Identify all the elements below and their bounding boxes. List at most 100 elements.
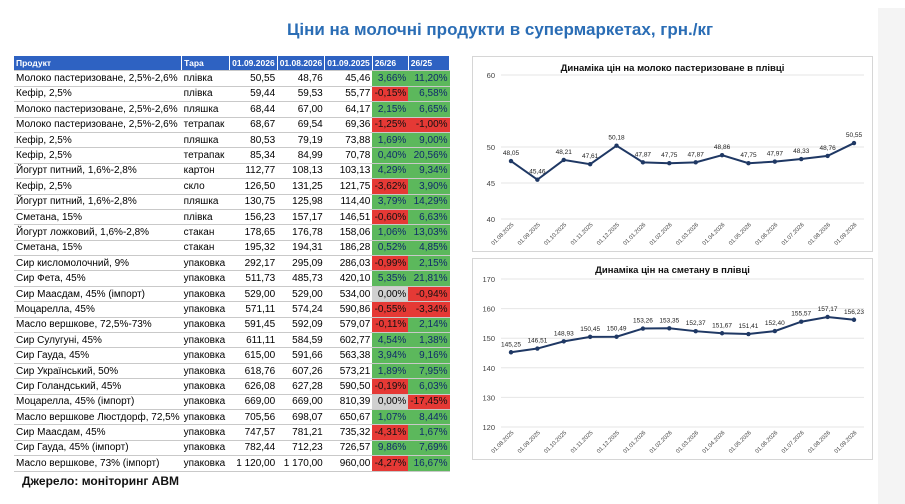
table-cell: упаковка <box>181 440 230 457</box>
x-tick-label: 01.12.2025 <box>596 430 621 455</box>
table-cell: стакан <box>181 224 230 241</box>
data-point <box>772 159 778 164</box>
x-tick-label: 01.07.2026 <box>781 222 806 247</box>
table-cell: плівка <box>181 86 230 103</box>
table-cell: 4,29% <box>372 163 409 180</box>
table-cell: -0,55% <box>372 301 409 318</box>
table-row: Кефір, 2,5% плівка 59,44 59,53 55,77 -0,15% 6,… <box>14 86 450 103</box>
column-header: 01.09.2025 <box>324 56 373 72</box>
table-cell: Сир Сулугуні, 45% <box>14 332 182 349</box>
table-cell: тетрапак <box>181 147 230 164</box>
table-row: Сир Маасдам, 45% упаковка 747,57 781,21 735,… <box>14 424 450 441</box>
x-tick-label: 01.08.2026 <box>807 222 832 247</box>
column-header: Тара <box>181 56 231 72</box>
table-cell: 126,50 <box>229 178 278 195</box>
table-cell: 131,25 <box>277 178 325 195</box>
data-point <box>508 350 514 355</box>
table-cell: скло <box>181 178 230 195</box>
table-cell: 50,55 <box>229 70 278 87</box>
data-label: 47,61 <box>582 153 599 160</box>
table-row: Моцарелла, 45% упаковка 571,11 574,24 590,86… <box>14 301 450 318</box>
table-row: Сир Фета, 45% упаковка 511,73 485,73 420,10 5… <box>14 270 450 287</box>
data-point <box>508 158 514 164</box>
table-cell: 45,46 <box>324 70 373 87</box>
table-cell: 5,35% <box>372 270 409 287</box>
table-cell: 70,78 <box>324 147 373 164</box>
table-row: Кефір, 2,5% тетрапак 85,34 84,99 70,78 0,40% 2… <box>14 147 450 164</box>
table-cell: 1 120,00 <box>229 455 278 472</box>
data-point <box>693 160 698 165</box>
table-cell: 108,13 <box>277 163 325 180</box>
table-cell: упаковка <box>181 317 230 334</box>
y-tick-label: 45 <box>487 179 495 188</box>
table-cell: Кефір, 2,5% <box>14 132 182 149</box>
table-cell: 48,76 <box>277 70 325 87</box>
table-cell: упаковка <box>181 332 230 349</box>
data-point <box>825 314 830 320</box>
table-cell: 591,45 <box>229 317 278 334</box>
table-cell: упаковка <box>181 270 230 287</box>
table-cell: 584,59 <box>277 332 325 349</box>
table-cell: -3,62% <box>372 178 409 195</box>
table-cell: 130,75 <box>229 194 278 210</box>
table-body: Молоко пастеризоване, 2,5%-2,6% плівка 50,… <box>14 70 450 472</box>
x-tick-label: 01.03.2026 <box>675 222 700 247</box>
table-cell: 286,03 <box>324 255 373 272</box>
table-cell: 563,38 <box>324 347 373 364</box>
table-cell: упаковка <box>181 301 230 318</box>
data-label: 153,35 <box>659 317 679 324</box>
table-cell: 3,90% <box>408 178 450 195</box>
price-table: Продукт Тара 01.09.2026 01.08.2026 01.09.202… <box>14 56 451 472</box>
chart-title: Динаміка цін на молоко пастеризоване в п… <box>561 63 785 74</box>
column-header: 01.09.2026 <box>229 56 278 72</box>
chart-svg: Динаміка цін на сметану в плівці 120 130 14… <box>482 265 864 455</box>
data-point <box>825 153 830 159</box>
table-cell: 3,66% <box>372 70 409 87</box>
table-cell: 579,07 <box>324 317 373 334</box>
y-tick-label: 170 <box>482 275 495 284</box>
table-cell: Молоко пастеризоване, 2,5%-2,6% <box>14 70 182 87</box>
table-cell: 0,00% <box>372 286 409 303</box>
table-cell: 1,06% <box>372 224 409 241</box>
table-cell: упаковка <box>181 363 230 380</box>
table-cell: 9,16% <box>408 347 450 364</box>
table-cell: 534,00 <box>324 286 373 303</box>
data-label: 47,87 <box>688 151 705 158</box>
table-cell: плівка <box>181 70 230 87</box>
x-tick-label: 01.12.2025 <box>596 222 621 247</box>
table-row: Кефір, 2,5% пляшка 80,53 79,19 73,88 1,69% 9,0… <box>14 132 450 149</box>
data-point <box>614 334 619 339</box>
data-point <box>535 177 540 182</box>
table-cell: 112,77 <box>229 163 278 180</box>
column-header: 26/26 <box>372 56 409 72</box>
x-tick-label: 01.11.2025 <box>570 222 594 246</box>
table-cell: 669,00 <box>229 394 278 410</box>
x-tick-label: 01.08.2025 <box>491 222 516 247</box>
table-cell: 1,69% <box>372 132 409 149</box>
table-cell: 156,23 <box>229 209 278 226</box>
table-row: Сметана, 15% стакан 195,32 194,31 186,28 0,52… <box>14 240 450 257</box>
table-cell: 592,09 <box>277 317 325 334</box>
table-row: Сметана, 15% плівка 156,23 157,17 146,51 -0,6… <box>14 209 450 226</box>
table-cell: Сир Маасдам, 45% (імпорт) <box>14 286 182 303</box>
table-cell: 618,76 <box>229 363 278 380</box>
table-cell: упаковка <box>181 286 230 303</box>
chart-svg: Динаміка цін на молоко пастеризоване в п… <box>487 63 864 247</box>
table-cell: 103,13 <box>324 163 373 180</box>
data-label: 48,05 <box>503 150 520 157</box>
table-row: Сир Український, 50% упаковка 618,76 607,26… <box>14 363 450 380</box>
table-row: Молоко пастеризоване, 2,5%-2,6% плівка 50,… <box>14 70 450 87</box>
table-cell: 2,14% <box>408 317 450 334</box>
table-cell: 79,19 <box>277 132 325 149</box>
table-cell: -0,11% <box>372 317 409 334</box>
table-cell: стакан <box>181 240 230 257</box>
table-cell: 121,75 <box>324 178 373 195</box>
table-row: Сир кисломолочний, 9% упаковка 292,17 295,0… <box>14 255 450 272</box>
table-cell: 7,69% <box>408 440 450 457</box>
table-cell: 626,08 <box>229 378 278 395</box>
table-cell: 669,00 <box>277 394 325 410</box>
table-cell: 1,67% <box>408 424 450 441</box>
table-cell: Сир Голандський, 45% <box>14 378 182 395</box>
table-cell: 590,50 <box>324 378 373 395</box>
table-cell: 178,65 <box>229 224 278 241</box>
